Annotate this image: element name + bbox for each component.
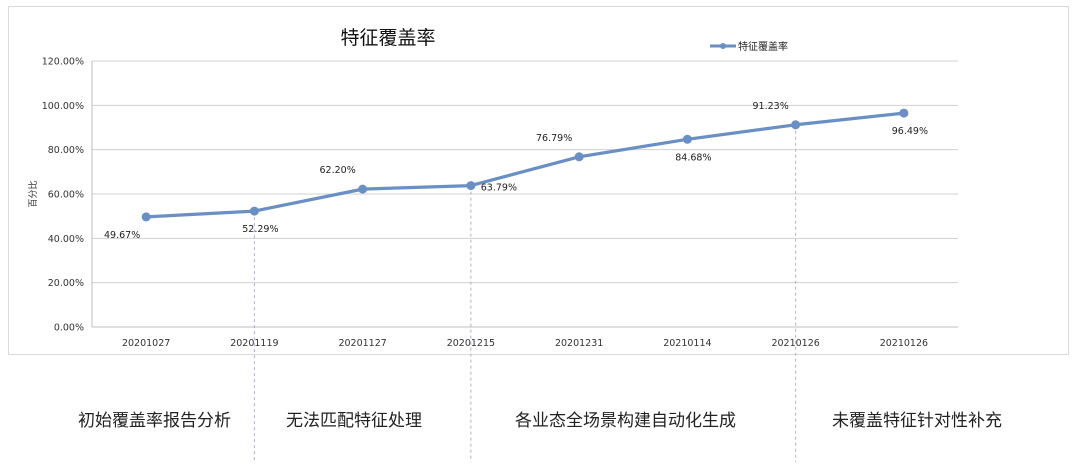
data-point: [791, 120, 801, 130]
data-label: 91.23%: [753, 101, 789, 112]
y-tick-label: 100.00%: [42, 101, 84, 112]
x-tick-label: 20210126: [880, 338, 928, 349]
phase-label-2: 无法匹配特征处理: [286, 411, 422, 431]
y-tick-label: 0.00%: [54, 323, 84, 334]
data-label: 52.29%: [242, 224, 278, 235]
data-point: [682, 134, 692, 144]
phase-label-4: 未覆盖特征针对性补充: [832, 411, 1002, 431]
y-tick-label: 20.00%: [48, 278, 84, 289]
data-label: 62.20%: [320, 165, 356, 176]
y-tick-label: 40.00%: [48, 234, 84, 245]
data-label: 49.67%: [104, 230, 140, 241]
data-point: [899, 108, 909, 118]
y-tick-label: 80.00%: [48, 145, 84, 156]
data-point: [141, 212, 151, 222]
x-tick-label: 20210114: [663, 338, 711, 349]
data-label: 84.68%: [675, 152, 711, 163]
legend-marker: [720, 43, 726, 49]
phase-label-1: 初始覆盖率报告分析: [78, 411, 231, 431]
y-tick-label: 60.00%: [48, 190, 84, 201]
phase-label-3: 各业态全场景构建自动化生成: [515, 411, 736, 431]
data-point: [574, 152, 584, 162]
data-point: [358, 184, 368, 194]
chart-title: 特征覆盖率: [340, 27, 435, 49]
legend-label: 特征覆盖率: [738, 40, 788, 53]
data-label: 63.79%: [481, 183, 517, 194]
x-tick-label: 20201231: [555, 338, 603, 349]
chart-frame: [8, 6, 1069, 355]
data-point: [249, 206, 259, 216]
y-tick-label: 120.00%: [42, 57, 84, 68]
data-point: [466, 181, 476, 191]
data-label: 76.79%: [536, 133, 572, 144]
x-tick-label: 20201027: [122, 338, 170, 349]
x-tick-label: 20201127: [338, 338, 386, 349]
series-line: [146, 111, 905, 219]
y-axis-title: 百分比: [27, 180, 39, 207]
data-label: 96.49%: [892, 126, 928, 137]
